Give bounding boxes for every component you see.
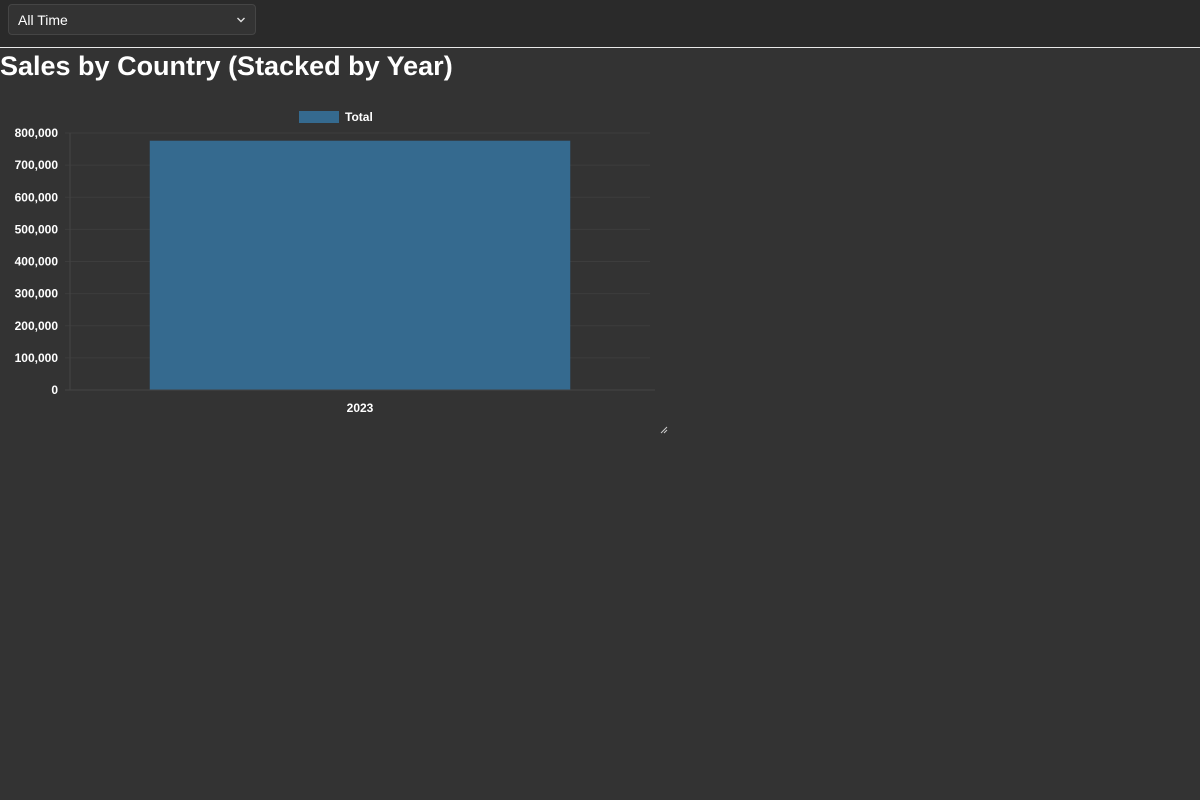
resize-handle-icon[interactable] [660,426,668,434]
y-tick-label: 300,000 [15,287,59,301]
time-range-select[interactable]: All Time [8,4,256,35]
y-axis-tick-labels: 0 100,000 200,000 300,000 400,000 500,000 600,… [15,126,59,397]
x-axis-tick-labels: 2023 [347,401,374,415]
y-tick-label: 0 [51,383,58,397]
bar-2023-total[interactable] [149,140,571,390]
legend-swatch [299,111,339,123]
chart-canvas: 0 100,000 200,000 300,000 400,000 500,000 600,… [15,110,668,434]
chart-axes [65,133,655,391]
y-tick-label: 700,000 [15,158,59,172]
chart-bars [149,140,571,390]
x-tick-label: 2023 [347,401,374,415]
y-tick-label: 600,000 [15,190,59,204]
chevron-down-icon [237,17,245,23]
time-range-selected-value: All Time [18,12,68,28]
y-tick-label: 800,000 [15,126,59,140]
top-toolbar: All Time [0,0,1200,48]
legend-item[interactable]: Total [299,110,373,124]
sales-chart: 0 100,000 200,000 300,000 400,000 500,000 600,… [0,96,670,436]
page-title: Sales by Country (Stacked by Year) [0,51,453,81]
y-tick-label: 100,000 [15,351,59,365]
y-tick-label: 200,000 [15,319,59,333]
legend-label: Total [345,110,373,124]
chart-legend: Total [299,110,373,124]
y-tick-label: 400,000 [15,255,59,269]
y-tick-label: 500,000 [15,222,59,236]
